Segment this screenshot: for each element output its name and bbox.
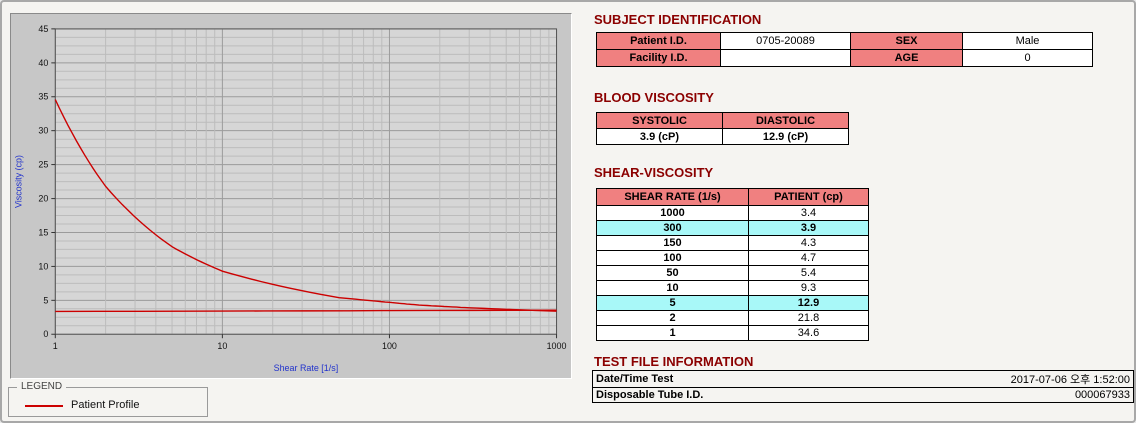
shear-viscosity-table: SHEAR RATE (1/s) PATIENT (cp) 1000 3.4 3… xyxy=(596,188,869,341)
patient-id-label: Patient I.D. xyxy=(596,32,721,50)
facility-id-label: Facility I.D. xyxy=(596,49,721,67)
blood-viscosity-heading: BLOOD VISCOSITY xyxy=(594,90,714,105)
viscosity-cell: 3.4 xyxy=(748,205,869,221)
table-row: 10 9.3 xyxy=(596,280,869,296)
table-row: SYSTOLIC DIASTOLIC xyxy=(596,112,849,129)
facility-id-value xyxy=(720,49,851,67)
table-row: Patient I.D. 0705-20089 SEX Male xyxy=(596,32,1093,50)
svg-text:35: 35 xyxy=(38,92,48,102)
test-file-information-table: Date/Time Test 2017-07-06 오후 1:52:00 Dis… xyxy=(592,370,1134,403)
svg-text:0: 0 xyxy=(43,329,48,339)
date-time-test-value: 2017-07-06 오후 1:52:00 xyxy=(842,370,1134,388)
svg-text:1: 1 xyxy=(53,341,58,351)
shear-rate-header: SHEAR RATE (1/s) xyxy=(596,188,749,206)
sex-value: Male xyxy=(962,32,1093,50)
age-label: AGE xyxy=(850,49,963,67)
table-row: SHEAR RATE (1/s) PATIENT (cp) xyxy=(596,188,869,206)
table-row: 2 21.8 xyxy=(596,310,869,326)
viscosity-cell: 5.4 xyxy=(748,265,869,281)
legend-box: LEGEND Patient Profile xyxy=(8,381,208,417)
shear-rate-cell: 300 xyxy=(596,220,749,236)
legend-title: LEGEND xyxy=(17,381,67,392)
shear-rate-cell: 1 xyxy=(596,325,749,341)
diastolic-value: 12.9 (cP) xyxy=(722,128,849,145)
table-row: 50 5.4 xyxy=(596,265,869,281)
table-row: Disposable Tube I.D. 000067933 xyxy=(592,387,1134,403)
systolic-header: SYSTOLIC xyxy=(596,112,723,129)
shear-rate-cell: 10 xyxy=(596,280,749,296)
shear-rate-cell: 1000 xyxy=(596,205,749,221)
diastolic-header: DIASTOLIC xyxy=(722,112,849,129)
patient-id-value: 0705-20089 xyxy=(720,32,851,50)
viscosity-cell: 21.8 xyxy=(748,310,869,326)
svg-text:10: 10 xyxy=(38,261,48,271)
shear-rate-cell: 100 xyxy=(596,250,749,266)
test-file-information-heading: TEST FILE INFORMATION xyxy=(594,354,754,369)
viscosity-cell: 3.9 xyxy=(748,220,869,236)
shear-rate-cell: 50 xyxy=(596,265,749,281)
shear-viscosity-heading: SHEAR-VISCOSITY xyxy=(594,165,714,180)
svg-text:30: 30 xyxy=(38,126,48,136)
date-time-test-label: Date/Time Test xyxy=(592,370,843,388)
disposable-tube-id-label: Disposable Tube I.D. xyxy=(592,387,843,403)
svg-text:1000: 1000 xyxy=(547,341,567,351)
svg-text:Viscosity (cp): Viscosity (cp) xyxy=(13,155,23,208)
subject-identification-table: Patient I.D. 0705-20089 SEX Male Facilit… xyxy=(596,32,1093,67)
viscosity-chart: 0 5 10 15 20 25 30 35 40 45 1 10 100 1000 Shear Rate [… xyxy=(13,24,567,373)
table-row: 100 4.7 xyxy=(596,250,869,266)
svg-text:5: 5 xyxy=(43,295,48,305)
svg-text:Shear Rate [1/s]: Shear Rate [1/s] xyxy=(274,363,339,373)
report-data-panel: SUBJECT IDENTIFICATION Patient I.D. 0705… xyxy=(592,2,1134,421)
svg-text:45: 45 xyxy=(38,24,48,34)
systolic-value: 3.9 (cP) xyxy=(596,128,723,145)
svg-text:10: 10 xyxy=(217,341,227,351)
disposable-tube-id-value: 000067933 xyxy=(842,387,1134,403)
shear-rate-cell: 5 xyxy=(596,295,749,311)
legend-line-swatch xyxy=(25,405,63,407)
table-row: Date/Time Test 2017-07-06 오후 1:52:00 xyxy=(592,370,1134,388)
legend-entry: Patient Profile xyxy=(9,388,207,412)
blood-viscosity-table: SYSTOLIC DIASTOLIC 3.9 (cP) 12.9 (cP) xyxy=(596,112,849,145)
table-row: 150 4.3 xyxy=(596,235,869,251)
viscosity-cell: 4.7 xyxy=(748,250,869,266)
table-row-highlighted: 5 12.9 xyxy=(596,295,869,311)
table-row-highlighted: 300 3.9 xyxy=(596,220,869,236)
svg-text:100: 100 xyxy=(382,341,397,351)
table-row: 1 34.6 xyxy=(596,325,869,341)
viscosity-chart-panel: 0 5 10 15 20 25 30 35 40 45 1 10 100 1000 Shear Rate [… xyxy=(10,13,572,379)
table-row: 3.9 (cP) 12.9 (cP) xyxy=(596,128,849,145)
viscosity-cell: 12.9 xyxy=(748,295,869,311)
viscosity-cell: 34.6 xyxy=(748,325,869,341)
sex-label: SEX xyxy=(850,32,963,50)
table-row: Facility I.D. AGE 0 xyxy=(596,49,1093,67)
svg-text:15: 15 xyxy=(38,227,48,237)
shear-rate-cell: 2 xyxy=(596,310,749,326)
shear-rate-cell: 150 xyxy=(596,235,749,251)
patient-cp-header: PATIENT (cp) xyxy=(748,188,869,206)
legend-entry-label: Patient Profile xyxy=(71,399,140,411)
svg-text:40: 40 xyxy=(38,58,48,68)
svg-text:20: 20 xyxy=(38,194,48,204)
age-value: 0 xyxy=(962,49,1093,67)
table-row: 1000 3.4 xyxy=(596,205,869,221)
viscosity-cell: 4.3 xyxy=(748,235,869,251)
svg-text:25: 25 xyxy=(38,160,48,170)
subject-identification-heading: SUBJECT IDENTIFICATION xyxy=(594,12,762,27)
viscosity-cell: 9.3 xyxy=(748,280,869,296)
